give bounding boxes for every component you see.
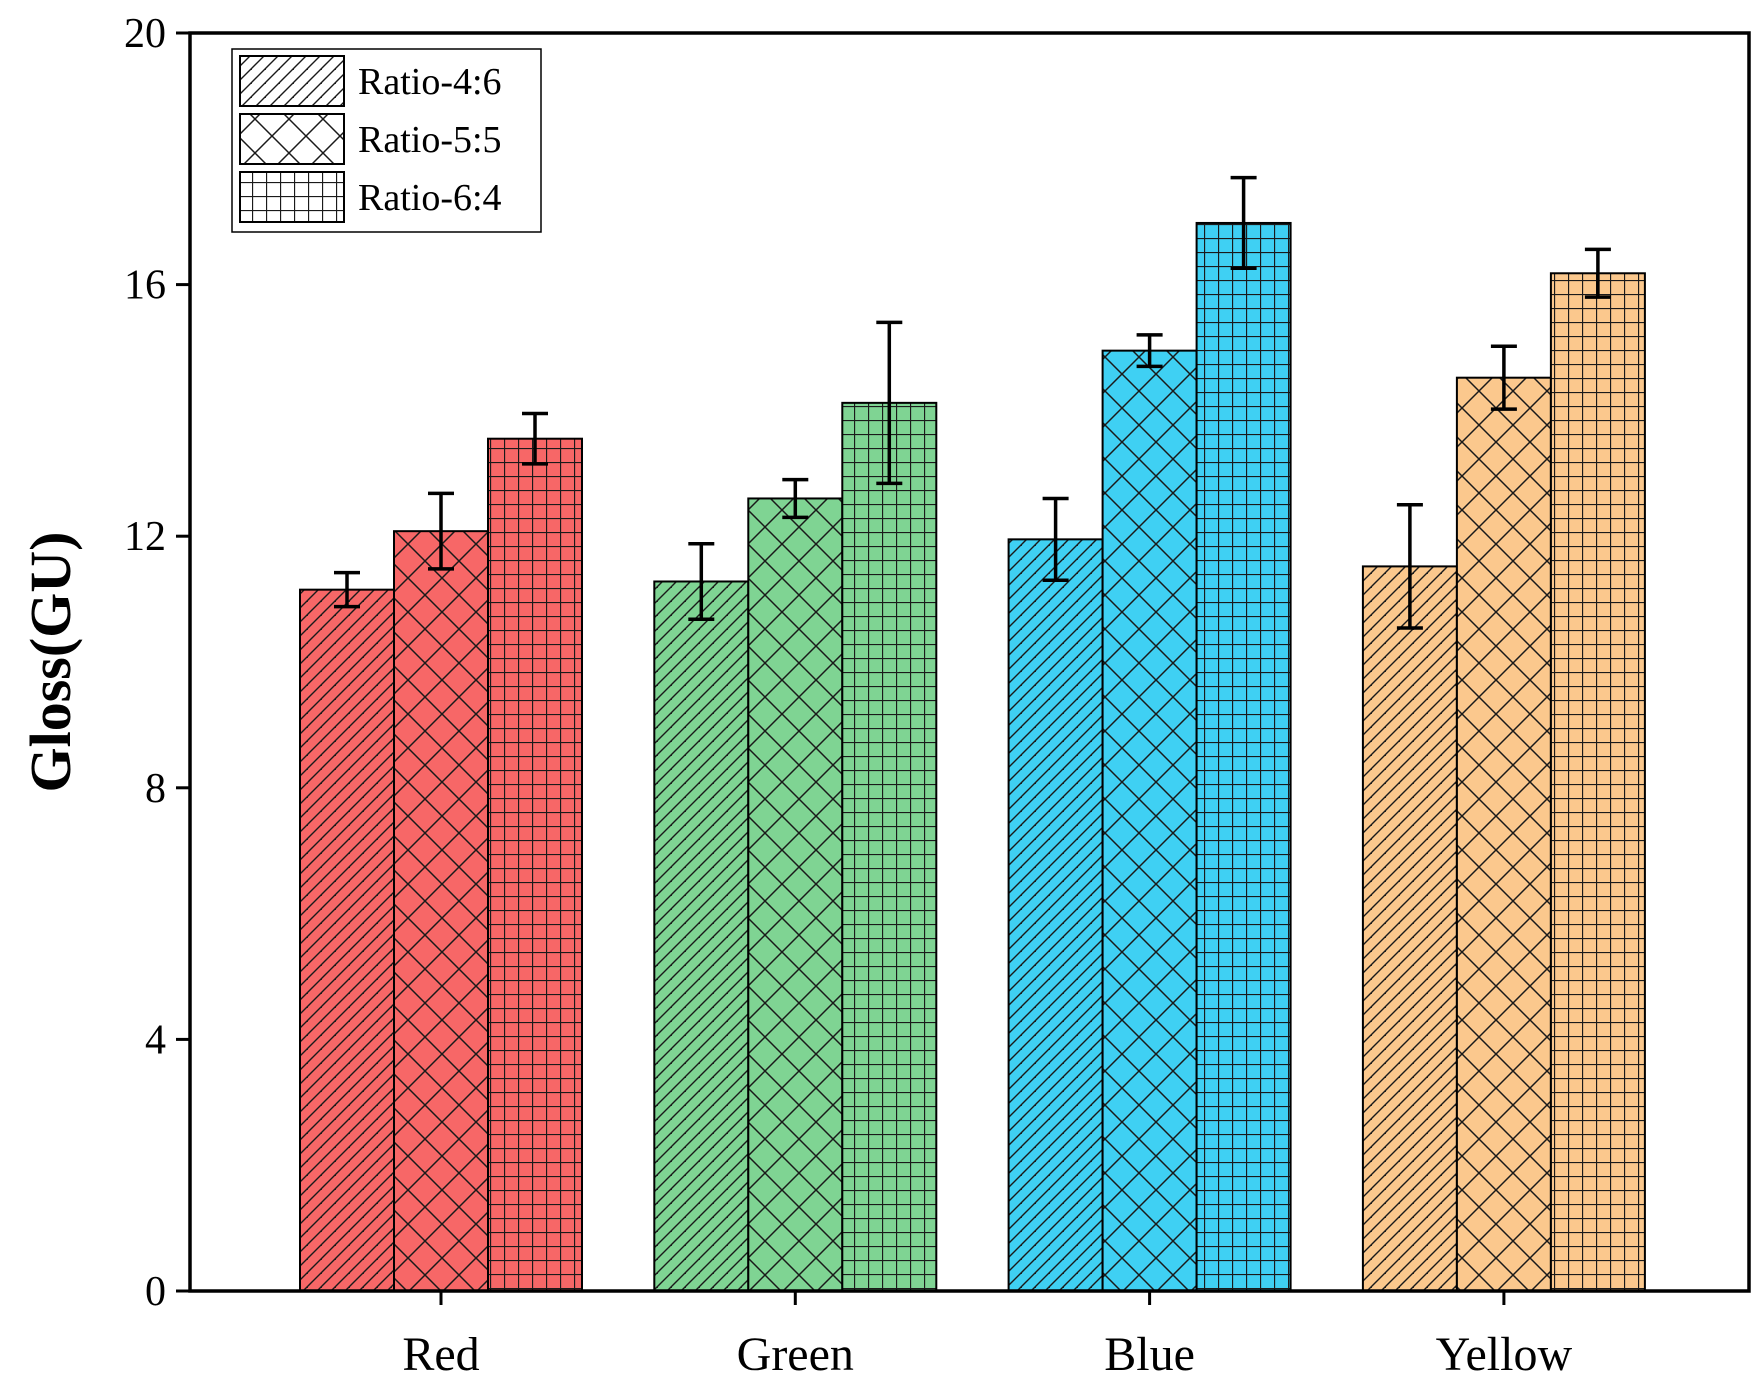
legend-item-ratio-6-4: Ratio-6:4 bbox=[239, 171, 502, 223]
bar-green-ratio-5-5 bbox=[747, 497, 844, 1292]
bar-red-ratio-5-5 bbox=[393, 530, 489, 1292]
bar-yellow-ratio-5-5 bbox=[1455, 376, 1552, 1292]
legend-swatch-diagonal bbox=[239, 55, 345, 107]
bar-green-ratio-6-4 bbox=[841, 401, 938, 1292]
bar-pattern bbox=[653, 580, 750, 1292]
error-bar-green-ratio-4-6 bbox=[688, 541, 715, 621]
x-tick-label-green: Green bbox=[737, 1328, 854, 1381]
bar-yellow-ratio-6-4 bbox=[1549, 272, 1646, 1292]
bar-pattern bbox=[1007, 538, 1104, 1292]
bar-pattern bbox=[841, 401, 938, 1292]
legend-item-ratio-5-5: Ratio-5:5 bbox=[239, 113, 502, 165]
bar-green-ratio-4-6 bbox=[653, 580, 750, 1292]
y-tick-label-16: 16 bbox=[124, 263, 166, 309]
error-bar-red-ratio-4-6 bbox=[334, 570, 360, 609]
y-tick-label-4: 4 bbox=[145, 1017, 166, 1063]
error-bar-red-ratio-5-5 bbox=[428, 491, 454, 571]
bar-red-ratio-4-6 bbox=[299, 588, 395, 1292]
bar-pattern bbox=[747, 497, 844, 1292]
error-bar-red-ratio-6-4 bbox=[522, 411, 548, 466]
error-bar-green-ratio-6-4 bbox=[876, 320, 903, 486]
error-bars-layer bbox=[334, 175, 1611, 630]
y-tick-label-20: 20 bbox=[124, 11, 166, 57]
bar-pattern bbox=[1195, 221, 1292, 1292]
x-tick-label-red: Red bbox=[402, 1328, 479, 1381]
plot-frame bbox=[188, 31, 1751, 1293]
y-tick-label-12: 12 bbox=[124, 514, 166, 560]
bar-pattern bbox=[1361, 565, 1458, 1292]
error-bar-blue-ratio-6-4 bbox=[1230, 175, 1257, 270]
bar-red-ratio-6-4 bbox=[487, 437, 583, 1292]
legend-swatch-grid bbox=[239, 171, 345, 223]
error-bar-blue-ratio-5-5 bbox=[1136, 333, 1163, 369]
bars-layer bbox=[299, 221, 1646, 1292]
y-tick-label-8: 8 bbox=[145, 766, 166, 812]
legend: Ratio-4:6 Ratio-5:5 Ratio-6:4 bbox=[231, 48, 542, 233]
bar-pattern bbox=[299, 588, 395, 1292]
x-tick-label-yellow: Yellow bbox=[1436, 1328, 1573, 1381]
bar-pattern bbox=[487, 437, 583, 1292]
bar-blue-ratio-6-4 bbox=[1195, 221, 1292, 1292]
y-axis-title: Gloss(GU) bbox=[18, 532, 83, 793]
legend-label: Ratio-5:5 bbox=[358, 119, 502, 161]
legend-swatch-crosshatch bbox=[239, 113, 345, 165]
error-bar-yellow-ratio-4-6 bbox=[1396, 503, 1423, 630]
axes-layer: Red Green Blue Yellow 0 4 8 12 16 20 bbox=[124, 11, 1572, 1381]
bar-blue-ratio-5-5 bbox=[1101, 349, 1198, 1292]
bar-pattern bbox=[1549, 272, 1646, 1292]
error-bar-green-ratio-5-5 bbox=[782, 477, 809, 520]
error-bar-blue-ratio-4-6 bbox=[1042, 496, 1069, 582]
legend-item-ratio-4-6: Ratio-4:6 bbox=[239, 55, 502, 107]
x-tick-label-blue: Blue bbox=[1104, 1328, 1195, 1381]
bar-pattern bbox=[393, 530, 489, 1292]
y-tick-label-0: 0 bbox=[145, 1269, 166, 1315]
bar-pattern bbox=[1101, 349, 1198, 1292]
error-bar-yellow-ratio-5-5 bbox=[1490, 344, 1517, 411]
legend-label: Ratio-6:4 bbox=[358, 177, 502, 219]
bar-yellow-ratio-4-6 bbox=[1361, 565, 1458, 1292]
error-bar-yellow-ratio-6-4 bbox=[1584, 247, 1611, 299]
bar-pattern bbox=[1455, 376, 1552, 1292]
legend-label: Ratio-4:6 bbox=[358, 61, 502, 103]
legend-items: Ratio-4:6 Ratio-5:5 Ratio-6:4 bbox=[239, 55, 502, 223]
bar-blue-ratio-4-6 bbox=[1007, 538, 1104, 1292]
